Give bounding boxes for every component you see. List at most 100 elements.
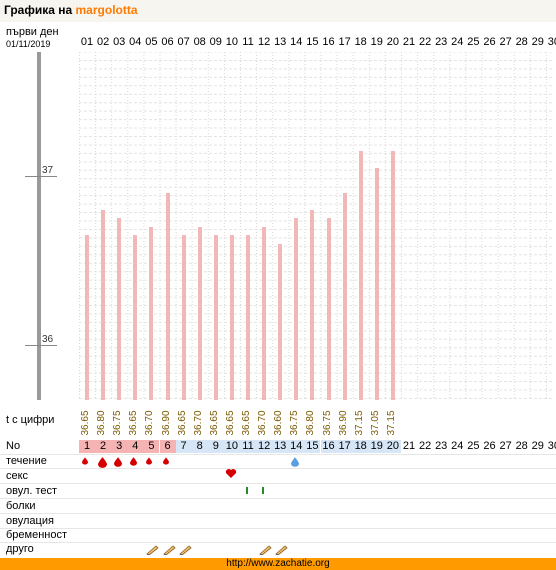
cycle-day-8[interactable]: 8 (191, 440, 208, 453)
cycle-day-5[interactable]: 5 (143, 440, 160, 453)
cycle-day-11[interactable]: 11 (240, 440, 256, 453)
day-header-19: 19 (370, 36, 383, 48)
temp-value-5: 36.70 (144, 410, 156, 436)
temp-value-cell: 36.70 (192, 404, 208, 444)
day-header-16: 16 (322, 36, 335, 48)
cycle-day-28[interactable]: 28 (513, 440, 530, 453)
cycle-day-2[interactable]: 2 (95, 440, 112, 453)
tick-37 (25, 176, 57, 177)
temp-value-16: 36.75 (321, 410, 333, 436)
ovulation-test-mark (243, 487, 248, 494)
temp-value-cell: 36.80 (304, 404, 320, 444)
row-separator (0, 468, 556, 469)
flow-label: течение (6, 455, 47, 467)
pregnancy-label: бременност (6, 529, 68, 541)
tick-36 (25, 345, 57, 346)
temp-value-cell: 36.65 (208, 404, 224, 444)
temp-value-10: 36.65 (224, 410, 236, 436)
cycle-day-29[interactable]: 29 (529, 440, 546, 453)
temp-bar-1 (85, 235, 89, 400)
cycle-day-20[interactable]: 20 (384, 440, 401, 453)
row-separator (0, 498, 556, 499)
day-header-04: 04 (129, 36, 142, 48)
flow-drop-icon (114, 457, 123, 470)
cycle-day-23[interactable]: 23 (433, 440, 450, 453)
temp-bar-8 (197, 226, 202, 400)
cycle-day-22[interactable]: 22 (417, 440, 434, 453)
cycle-day-10[interactable]: 10 (223, 440, 240, 453)
temp-bar-13 (278, 243, 283, 400)
cycle-day-21[interactable]: 21 (401, 440, 417, 453)
temp-value-cell: 36.70 (143, 404, 159, 444)
temp-value-cell: 36.90 (337, 404, 353, 444)
cycle-day-9[interactable]: 9 (207, 440, 224, 453)
temp-value-13: 36.60 (273, 410, 285, 436)
day-header-26: 26 (483, 36, 496, 48)
day-header-30: 30 (547, 36, 556, 48)
cycle-day-13[interactable]: 13 (272, 440, 289, 453)
note-pencil-icon (162, 545, 176, 558)
day-header-22: 22 (418, 36, 432, 48)
temp-bar-2 (101, 209, 106, 400)
temp-value-cell: 36.75 (288, 404, 304, 444)
row-separator (0, 483, 556, 484)
temp-value-19: 37.05 (369, 410, 381, 436)
username-link[interactable]: margolotta (75, 3, 138, 17)
temp-value-15: 36.80 (305, 410, 317, 436)
day-header-27: 27 (499, 36, 512, 48)
cycle-day-17[interactable]: 17 (336, 440, 353, 453)
cycle-day-6[interactable]: 6 (159, 440, 176, 453)
cycle-day-18[interactable]: 18 (352, 440, 369, 453)
temp-value-4: 36.65 (128, 410, 140, 436)
cycle-day-30[interactable]: 30 (545, 440, 556, 453)
cycle-day-26[interactable]: 26 (481, 440, 498, 453)
cycle-day-7[interactable]: 7 (175, 440, 192, 453)
cycle-day-19[interactable]: 19 (368, 440, 385, 453)
temp-digits-label: t с цифри (6, 414, 55, 426)
cycle-day-12[interactable]: 12 (256, 440, 273, 453)
cycle-day-16[interactable]: 16 (320, 440, 337, 453)
footer-link[interactable]: http://www.zachatie.org (0, 558, 556, 570)
cycle-day-14[interactable]: 14 (288, 440, 305, 453)
row-separator (0, 513, 556, 514)
temp-value-6: 36.90 (160, 410, 172, 436)
thermometer-scale (37, 52, 41, 400)
temp-value-cell: 36.65 (79, 404, 95, 444)
page-title: Графика на margolotta (4, 3, 138, 17)
day-header-15: 15 (306, 36, 319, 48)
cycle-start-date: 01/11/2019 (6, 39, 51, 49)
day-header-06: 06 (161, 36, 174, 48)
day-header-02: 02 (96, 36, 110, 48)
temp-bar-11 (246, 235, 250, 400)
first-day-label: първи ден (6, 26, 59, 38)
note-pencil-icon (259, 545, 272, 558)
temp-value-17: 36.90 (337, 410, 349, 436)
cycle-day-1[interactable]: 1 (79, 440, 95, 453)
flow-drop-icon (146, 457, 153, 468)
flow-drop-icon (98, 457, 108, 471)
cycle-day-25[interactable]: 25 (465, 440, 482, 453)
temp-bar-14 (294, 218, 299, 400)
day-header-01: 01 (80, 36, 94, 48)
ovulation-label: овулация (6, 515, 54, 527)
ovulation-test-mark (259, 487, 265, 494)
day-header-03: 03 (113, 36, 126, 48)
temp-value-cell: 37.15 (353, 404, 369, 444)
day-header-09: 09 (209, 36, 222, 48)
day-header-14: 14 (290, 36, 303, 48)
cycle-day-15[interactable]: 15 (304, 440, 321, 453)
cycle-day-4[interactable]: 4 (127, 440, 144, 453)
temp-bar-9 (213, 235, 218, 400)
cycle-day-24[interactable]: 24 (449, 440, 466, 453)
temp-bar-16 (326, 218, 331, 400)
day-header-07: 07 (177, 36, 190, 48)
day-header-20: 20 (386, 36, 400, 48)
temp-bar-10 (229, 235, 234, 400)
temp-bar-17 (342, 192, 347, 400)
day-header-10: 10 (225, 36, 239, 48)
temp-bar-19 (374, 167, 379, 400)
temp-value-3: 36.75 (112, 410, 124, 436)
day-header-18: 18 (354, 36, 367, 48)
cycle-day-27[interactable]: 27 (497, 440, 514, 453)
cycle-day-3[interactable]: 3 (111, 440, 128, 453)
